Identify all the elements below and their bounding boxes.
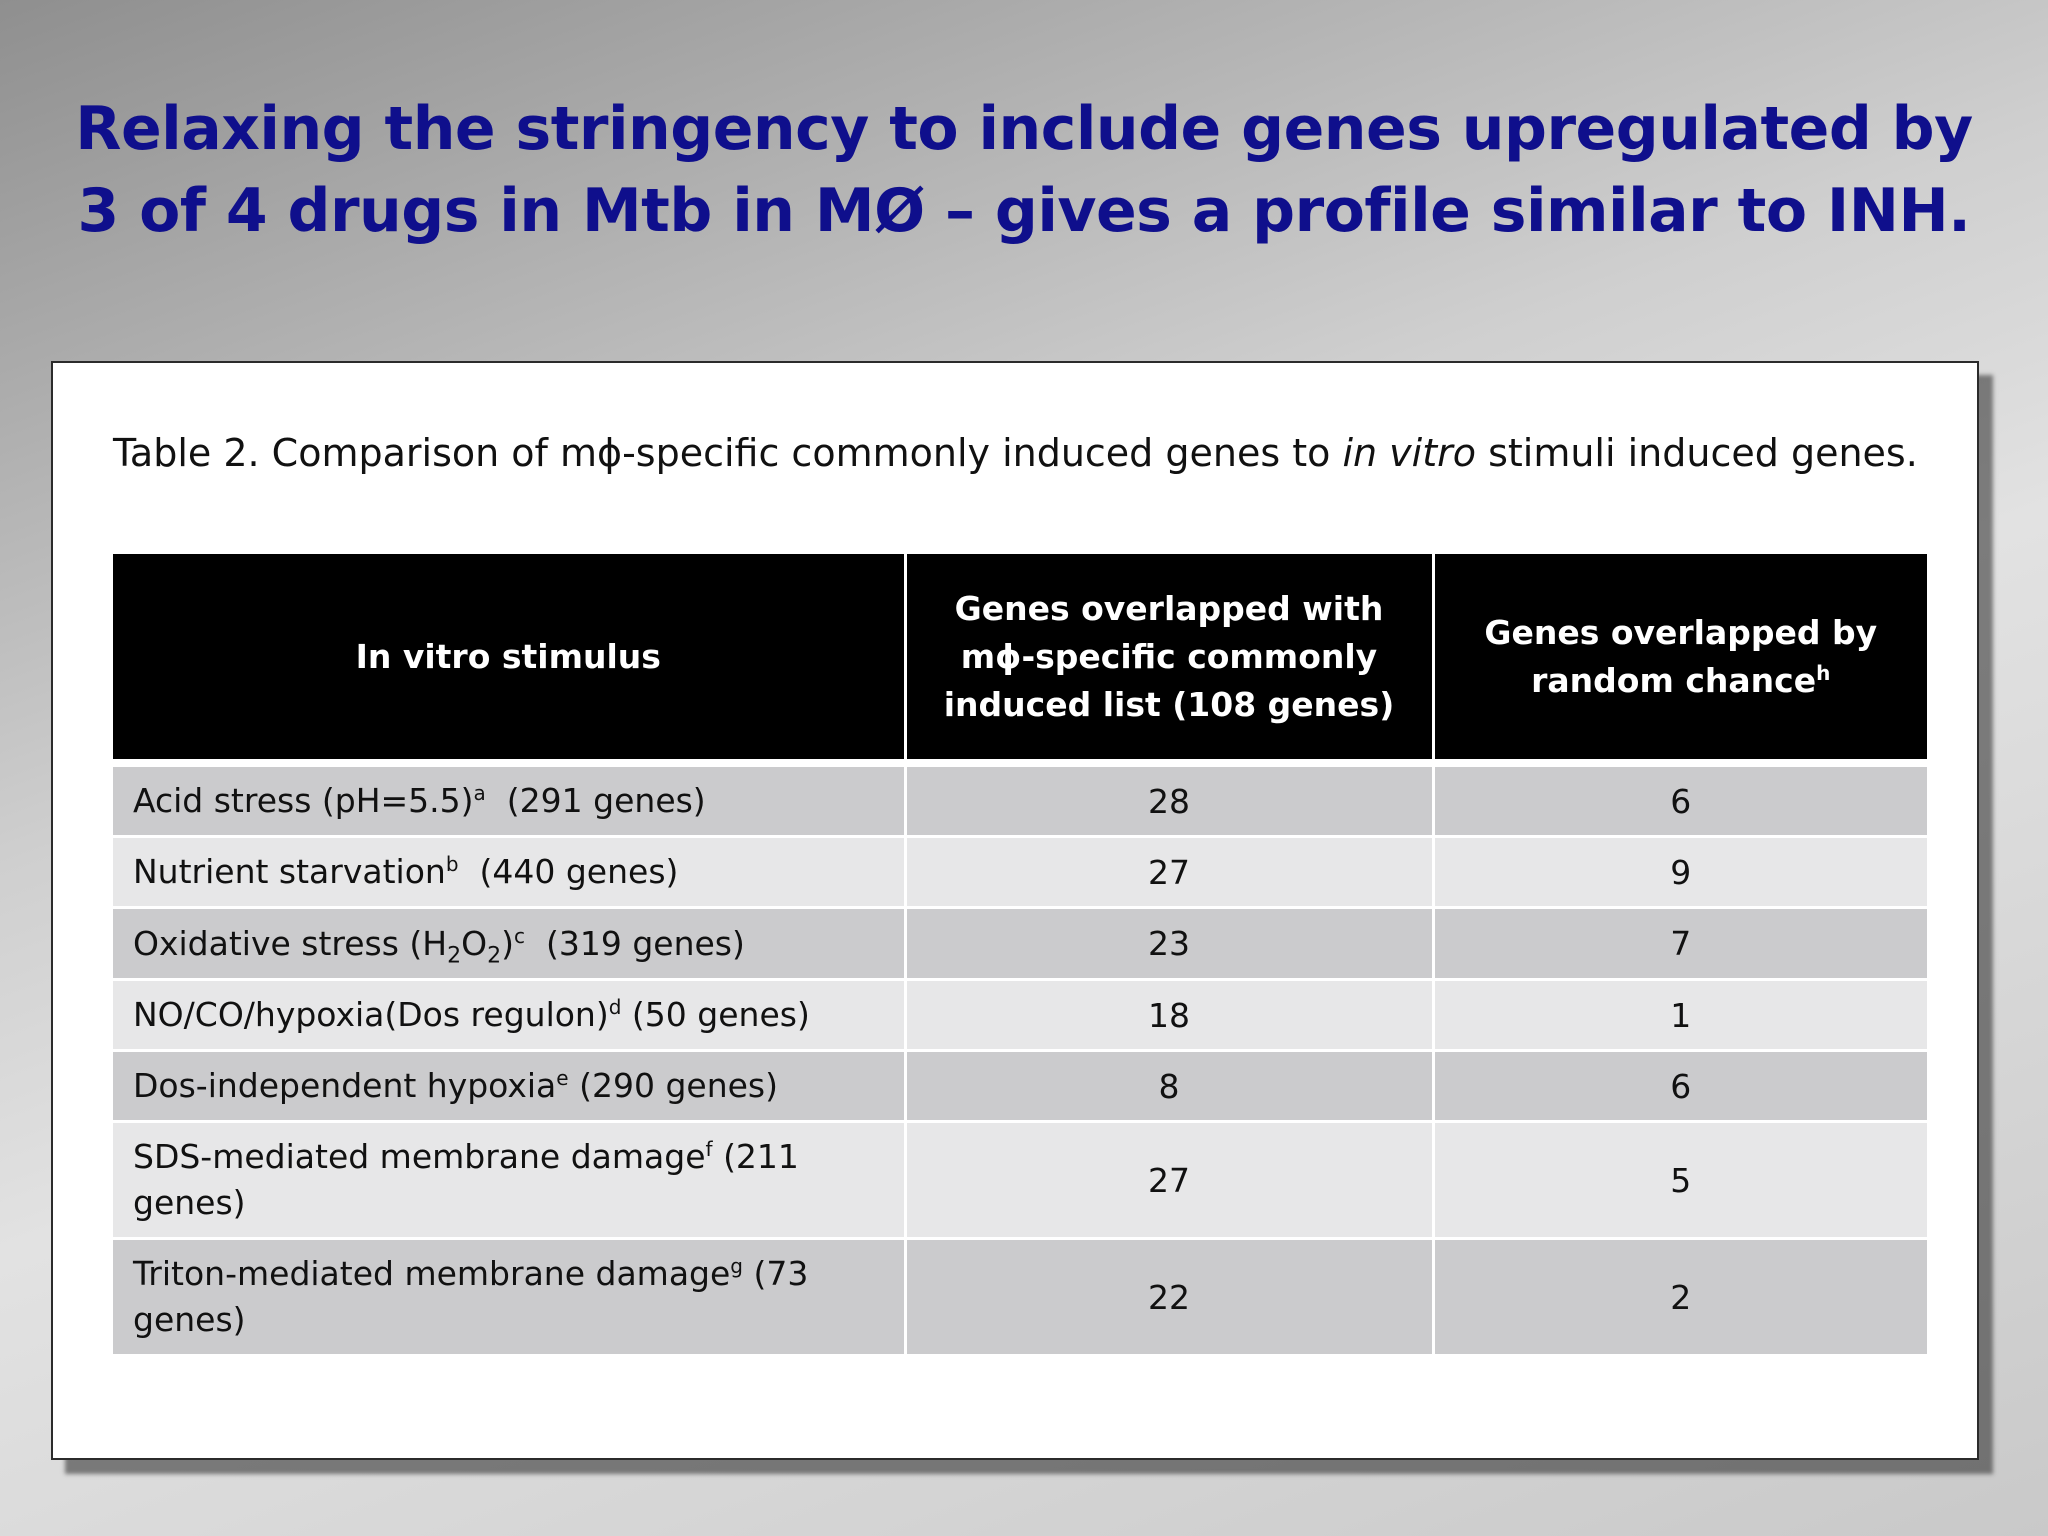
stimulus-footnote: a — [473, 781, 486, 805]
table-panel: Table 2. Comparison of mϕ-specific commo… — [51, 361, 1979, 1460]
table-row: Acid stress (pH=5.5)a (291 genes) 28 6 — [113, 763, 1927, 838]
table-row: Dos-independent hypoxiae (290 genes) 8 6 — [113, 1050, 1927, 1123]
subscript: 2 — [447, 943, 462, 969]
stimulus-cell: Acid stress (pH=5.5)a (291 genes) — [113, 763, 907, 838]
overlap-cell: 18 — [905, 979, 1435, 1052]
random-cell: 7 — [1433, 907, 1927, 981]
stimulus-text: SDS-mediated membrane damage — [133, 1137, 706, 1176]
stimulus-gene-count: (211 genes) — [133, 1137, 799, 1222]
stimulus-text: Acid stress (pH=5.5) — [133, 781, 474, 820]
stimulus-gene-count: (319 genes) — [545, 923, 745, 963]
table-caption-suffix: stimuli induced genes. — [1476, 431, 1918, 475]
table-row: Nutrient starvationb (440 genes) 27 9 — [113, 836, 1927, 909]
overlap-cell: 28 — [905, 763, 1435, 838]
stimulus-text: Nutrient starvation — [133, 852, 446, 891]
table-header-row: In vitro stimulus Genes overlapped with … — [113, 554, 1927, 763]
random-cell: 9 — [1433, 836, 1927, 909]
stimulus-cell: Triton-mediated membrane damageg (73 gen… — [113, 1238, 907, 1357]
slide-title-line-2: 3 of 4 drugs in Mtb in MØ – gives a prof… — [77, 176, 1971, 246]
overlap-cell: 27 — [905, 1121, 1435, 1240]
stimulus-cell: Dos-independent hypoxiae (290 genes) — [113, 1050, 907, 1123]
table-caption: Table 2. Comparison of mϕ-specific commo… — [113, 431, 1918, 475]
stimulus-gene-count: (290 genes) — [579, 1066, 778, 1105]
random-cell: 2 — [1433, 1238, 1927, 1357]
overlap-cell: 27 — [905, 836, 1435, 909]
header-random-footnote: h — [1816, 660, 1831, 685]
comparison-table: In vitro stimulus Genes overlapped with … — [113, 554, 1927, 1357]
stimulus-footnote: b — [445, 852, 459, 876]
table-row: SDS-mediated membrane damagef (211 genes… — [113, 1121, 1927, 1240]
header-in-vitro-stimulus: In vitro stimulus — [113, 554, 907, 763]
header-random-text: Genes overlapped by random chance — [1484, 612, 1878, 700]
slide-title: Relaxing the stringency to include genes… — [0, 88, 2048, 252]
random-cell: 5 — [1433, 1121, 1927, 1240]
overlap-cell: 22 — [905, 1238, 1435, 1357]
header-genes-overlapped-mphi: Genes overlapped with mϕ-specific common… — [905, 554, 1435, 763]
stimulus-text: O — [461, 923, 488, 963]
table-row: Triton-mediated membrane damageg (73 gen… — [113, 1238, 1927, 1357]
stimulus-footnote: e — [556, 1066, 569, 1090]
stimulus-cell: Nutrient starvationb (440 genes) — [113, 836, 907, 909]
random-cell: 1 — [1433, 979, 1927, 1052]
stimulus-text: Oxidative stress (H — [133, 923, 448, 963]
stimulus-gene-count: (73 genes) — [133, 1254, 809, 1339]
table-caption-prefix: Table 2. Comparison of mϕ-specific commo… — [113, 431, 1343, 475]
stimulus-gene-count: (291 genes) — [506, 781, 706, 820]
stimulus-footnote: d — [608, 995, 622, 1019]
subscript: 2 — [487, 943, 502, 969]
stimulus-gene-count: (440 genes) — [479, 852, 679, 891]
stimulus-text: Dos-independent hypoxia — [133, 1066, 557, 1105]
stimulus-cell: SDS-mediated membrane damagef (211 genes… — [113, 1121, 907, 1240]
table-row: NO/CO/hypoxia(Dos regulon)d (50 genes) 1… — [113, 979, 1927, 1052]
table-row: Oxidative stress (H2O2)c (319 genes) 23 … — [113, 907, 1927, 981]
slide-title-line-1: Relaxing the stringency to include genes… — [75, 94, 1973, 164]
stimulus-text: ) — [501, 923, 514, 963]
overlap-cell: 23 — [905, 907, 1435, 981]
stimulus-footnote: f — [705, 1137, 713, 1161]
stimulus-cell: Oxidative stress (H2O2)c (319 genes) — [113, 907, 907, 981]
random-cell: 6 — [1433, 1050, 1927, 1123]
header-genes-overlapped-random: Genes overlapped by random chanceh — [1433, 554, 1927, 763]
stimulus-text: Triton-mediated membrane damage — [133, 1254, 731, 1293]
stimulus-footnote: g — [730, 1254, 743, 1278]
random-cell: 6 — [1433, 763, 1927, 838]
stimulus-gene-count: (50 genes) — [631, 995, 810, 1034]
stimulus-text: NO/CO/hypoxia(Dos regulon) — [133, 995, 609, 1034]
stimulus-footnote: c — [513, 923, 525, 948]
overlap-cell: 8 — [905, 1050, 1435, 1123]
table-caption-italic: in vitro — [1342, 431, 1476, 475]
stimulus-cell: NO/CO/hypoxia(Dos regulon)d (50 genes) — [113, 979, 907, 1052]
